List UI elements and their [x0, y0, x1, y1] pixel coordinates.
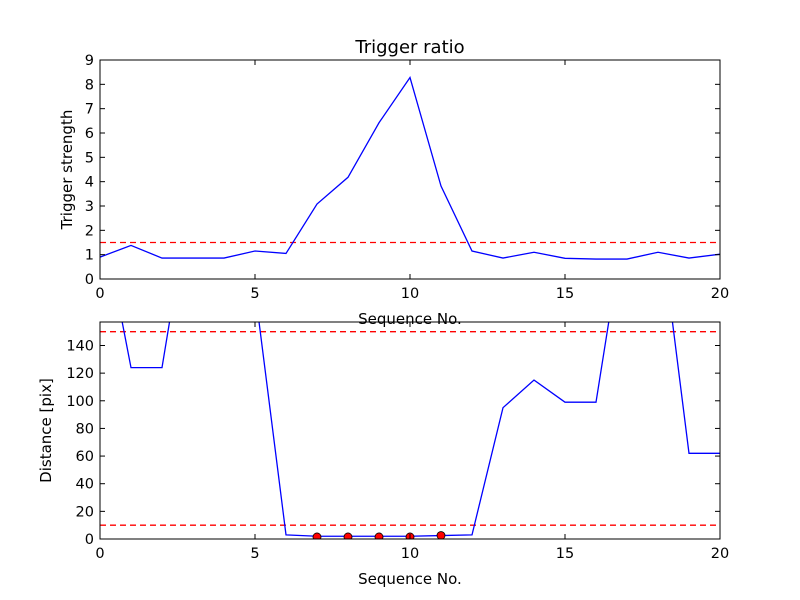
x-tick-label-0: 0: [95, 546, 104, 562]
y-tick-label-8: 8: [85, 77, 94, 93]
y-tick-label-3: 60: [76, 449, 94, 465]
x-tick-label-4: 20: [711, 546, 729, 562]
y-tick-label-1: 1: [85, 248, 94, 264]
trigger-ratio-chart: 0 5 10 15 20 0 1 2 3 4 5 6 7 8 9 Trigger ratio Trigger s…: [58, 37, 729, 302]
y-tick-label-5: 100: [66, 394, 94, 410]
y-tick-label-5: 5: [85, 150, 94, 166]
x-tick-label-1: 5: [250, 546, 259, 562]
y-tick-label-0: 0: [85, 272, 94, 288]
y-tick-label-2: 2: [85, 223, 94, 239]
data-point-1: [343, 532, 353, 539]
y-tick-label-7: 140: [66, 338, 94, 354]
y-axis-label: Distance [pix]: [37, 378, 55, 483]
data-point-0: [312, 532, 322, 539]
data-point-2: [374, 532, 384, 539]
x-tick-label-2: 10: [401, 286, 419, 302]
x-tick-label-3: 15: [556, 286, 574, 302]
y-tick-label-4: 4: [85, 175, 94, 191]
y-tick-label-1: 20: [76, 504, 94, 520]
y-tick-label-4: 80: [76, 421, 94, 437]
y-tick-label-6: 6: [85, 126, 94, 142]
x-tick-label-2: 10: [401, 546, 419, 562]
y-tick-label-2: 40: [76, 477, 94, 493]
x-axis-label: Sequence No.: [358, 310, 462, 328]
distance-chart: 0 5 10 15 20 0 20 40 60 80 100 120 140 Sequence No. Di…: [37, 321, 729, 588]
y-tick-label-7: 7: [85, 102, 94, 118]
plot-area: [100, 76, 720, 260]
x-tick-label-3: 15: [556, 546, 574, 562]
x-tick-label-4: 20: [711, 286, 729, 302]
y-tick-label-0: 0: [85, 532, 94, 548]
data-point-4: [436, 531, 446, 539]
series-line-0: [100, 76, 720, 260]
x-tick-label-0: 0: [95, 286, 104, 302]
y-axis-label: Trigger strength: [58, 110, 76, 231]
y-tick-label-9: 9: [85, 53, 94, 69]
y-tick-label-6: 120: [66, 366, 94, 382]
chart-title: Trigger ratio: [354, 37, 464, 58]
y-tick-label-3: 3: [85, 199, 94, 215]
x-axis-label: Sequence No.: [358, 570, 462, 588]
x-tick-label-1: 5: [250, 286, 259, 302]
